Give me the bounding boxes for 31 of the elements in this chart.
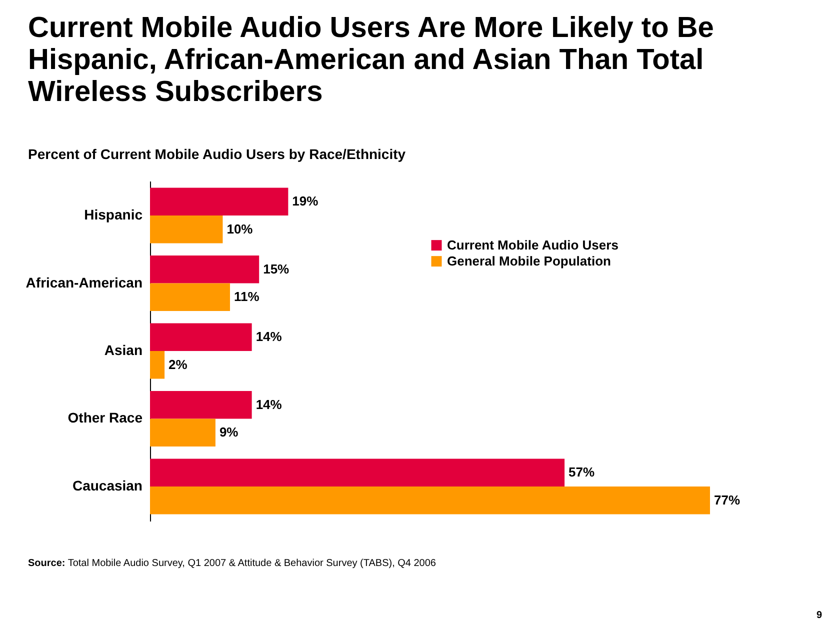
text: 9 bbox=[816, 610, 822, 621]
y-tick-label: Caucasian bbox=[72, 477, 142, 494]
data-label: 9% bbox=[219, 424, 239, 440]
bar bbox=[150, 458, 565, 486]
bar bbox=[150, 323, 252, 351]
bar bbox=[150, 390, 252, 419]
legend-label: General Mobile Population bbox=[447, 253, 612, 268]
data-label: 14% bbox=[256, 329, 282, 344]
bar bbox=[150, 188, 288, 216]
data-label: 19% bbox=[292, 194, 319, 209]
data-label: 11% bbox=[234, 289, 260, 304]
bar bbox=[150, 418, 216, 446]
y-tick-label: Asian bbox=[104, 342, 142, 358]
legend-label: Current Mobile Audio Users bbox=[447, 237, 618, 252]
chart-title: Current Mobile Audio Users Are More Likely to Be Hispanic, African-American and Asian Than Total Wireless Subscribers bbox=[28, 12, 715, 108]
data-label: 10% bbox=[226, 221, 254, 236]
bar bbox=[150, 283, 230, 312]
bar bbox=[150, 256, 260, 284]
bar bbox=[150, 351, 165, 379]
chart-subtitle: Percent of Current Mobile Audio Users by Race/Ethnicity bbox=[28, 146, 406, 162]
y-tick-label: African-American bbox=[26, 274, 142, 290]
data-label: 14% bbox=[256, 396, 282, 412]
data-label: 15% bbox=[263, 261, 290, 276]
data-label: 77% bbox=[714, 492, 740, 508]
bar bbox=[150, 486, 710, 514]
source-note: Source: Total Mobile Audio Survey, Q1 2007 & Attitude & Behavior Survey (TABS), Q4 2006 bbox=[28, 558, 436, 569]
y-tick-label: Hispanic bbox=[84, 206, 143, 223]
data-label: 57% bbox=[568, 464, 596, 480]
y-tick-label: Other Race bbox=[68, 410, 143, 426]
bar bbox=[150, 216, 223, 244]
data-label: 2% bbox=[168, 356, 188, 372]
